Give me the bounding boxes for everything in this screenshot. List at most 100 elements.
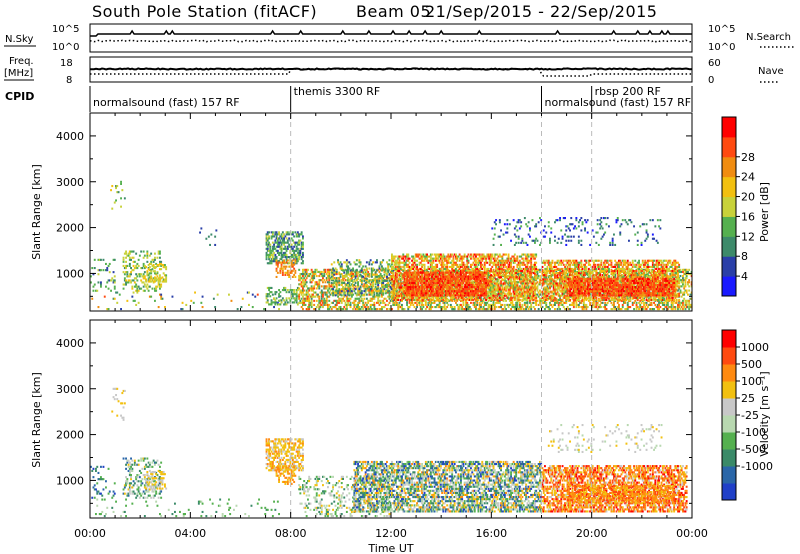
range-cell — [594, 299, 597, 302]
range-cell — [132, 256, 135, 259]
range-cell — [344, 268, 347, 271]
range-cell — [360, 279, 363, 282]
range-cell — [427, 303, 430, 306]
range-cell — [340, 301, 343, 304]
range-cell — [98, 258, 101, 261]
range-cell — [397, 255, 400, 258]
range-cell — [122, 256, 125, 259]
range-cell — [125, 281, 127, 284]
range-cell — [142, 281, 145, 284]
range-cell — [384, 290, 387, 293]
range-cell — [473, 297, 476, 300]
range-cell — [383, 270, 386, 273]
range-cell — [350, 270, 353, 273]
range-cell — [432, 301, 435, 304]
range-cell — [557, 301, 560, 304]
range-cell — [291, 295, 294, 298]
range-cell — [323, 287, 326, 290]
range-cell — [663, 273, 666, 276]
range-cell — [382, 267, 385, 270]
range-cell — [367, 301, 370, 304]
range-cell — [467, 308, 470, 311]
range-cell — [401, 286, 403, 289]
range-cell — [511, 301, 514, 304]
range-cell — [286, 239, 289, 242]
range-cell — [429, 297, 432, 300]
range-cell — [363, 279, 366, 282]
range-cell — [372, 281, 375, 284]
range-cell — [115, 199, 117, 202]
range-cell — [136, 285, 139, 288]
range-cell — [307, 287, 309, 290]
range-cell — [303, 283, 306, 286]
range-cell — [358, 308, 361, 311]
range-cell — [274, 299, 277, 302]
range-cell — [128, 275, 131, 278]
range-cell — [320, 291, 323, 294]
range-cell — [669, 273, 672, 276]
range-cell — [358, 261, 361, 264]
range-cell — [398, 288, 401, 291]
range-cell — [291, 233, 294, 236]
range-cell — [270, 237, 273, 240]
range-cell — [338, 277, 341, 280]
range-cell — [531, 291, 534, 294]
range-cell — [273, 235, 275, 238]
range-cell — [354, 288, 357, 291]
range-cell — [688, 285, 691, 288]
range-cell — [376, 269, 378, 272]
range-cell — [477, 268, 480, 271]
range-cell — [529, 306, 531, 309]
range-cell — [320, 285, 323, 288]
range-cell — [330, 281, 333, 284]
range-cell — [433, 306, 436, 309]
range-cell — [418, 296, 421, 299]
range-cell — [423, 270, 426, 273]
range-cell — [365, 308, 368, 311]
range-cell — [523, 285, 526, 288]
range-cell — [481, 301, 484, 304]
range-cell — [364, 281, 367, 284]
range-cell — [480, 306, 482, 309]
range-cell — [280, 251, 283, 254]
range-cell — [369, 293, 372, 296]
range-cell — [280, 261, 283, 264]
range-cell — [353, 290, 356, 293]
range-cell — [498, 301, 501, 304]
range-cell — [432, 296, 435, 299]
range-cell — [490, 283, 492, 286]
range-cell — [511, 281, 514, 284]
range-cell — [654, 303, 657, 306]
range-cell — [155, 285, 158, 288]
range-cell — [378, 281, 381, 284]
range-cell — [130, 258, 132, 261]
range-cell — [315, 275, 318, 278]
range-cell — [436, 265, 439, 268]
range-cell — [328, 295, 331, 298]
range-cell — [324, 299, 327, 302]
range-cell — [518, 287, 521, 290]
range-cell — [352, 288, 354, 291]
range-cell — [275, 233, 278, 236]
range-cell — [498, 306, 501, 309]
range-cell — [300, 245, 303, 248]
range-cell — [413, 298, 416, 301]
range-cell — [315, 299, 318, 302]
range-cell — [507, 275, 510, 278]
range-cell — [348, 279, 351, 282]
range-cell — [403, 293, 406, 296]
range-cell — [478, 306, 481, 309]
cpid-segment-label: normalsound (fast) 157 RF — [545, 96, 692, 109]
range-cell — [443, 301, 446, 304]
range-cell — [412, 296, 415, 299]
range-cell — [408, 261, 411, 264]
range-cell — [327, 308, 329, 311]
range-cell — [473, 273, 476, 276]
range-cell — [251, 306, 254, 309]
range-cell — [278, 253, 280, 256]
freq-unit: [MHz] — [4, 68, 33, 79]
range-cell — [537, 283, 540, 286]
range-cell — [133, 281, 136, 284]
range-cell — [682, 283, 684, 286]
